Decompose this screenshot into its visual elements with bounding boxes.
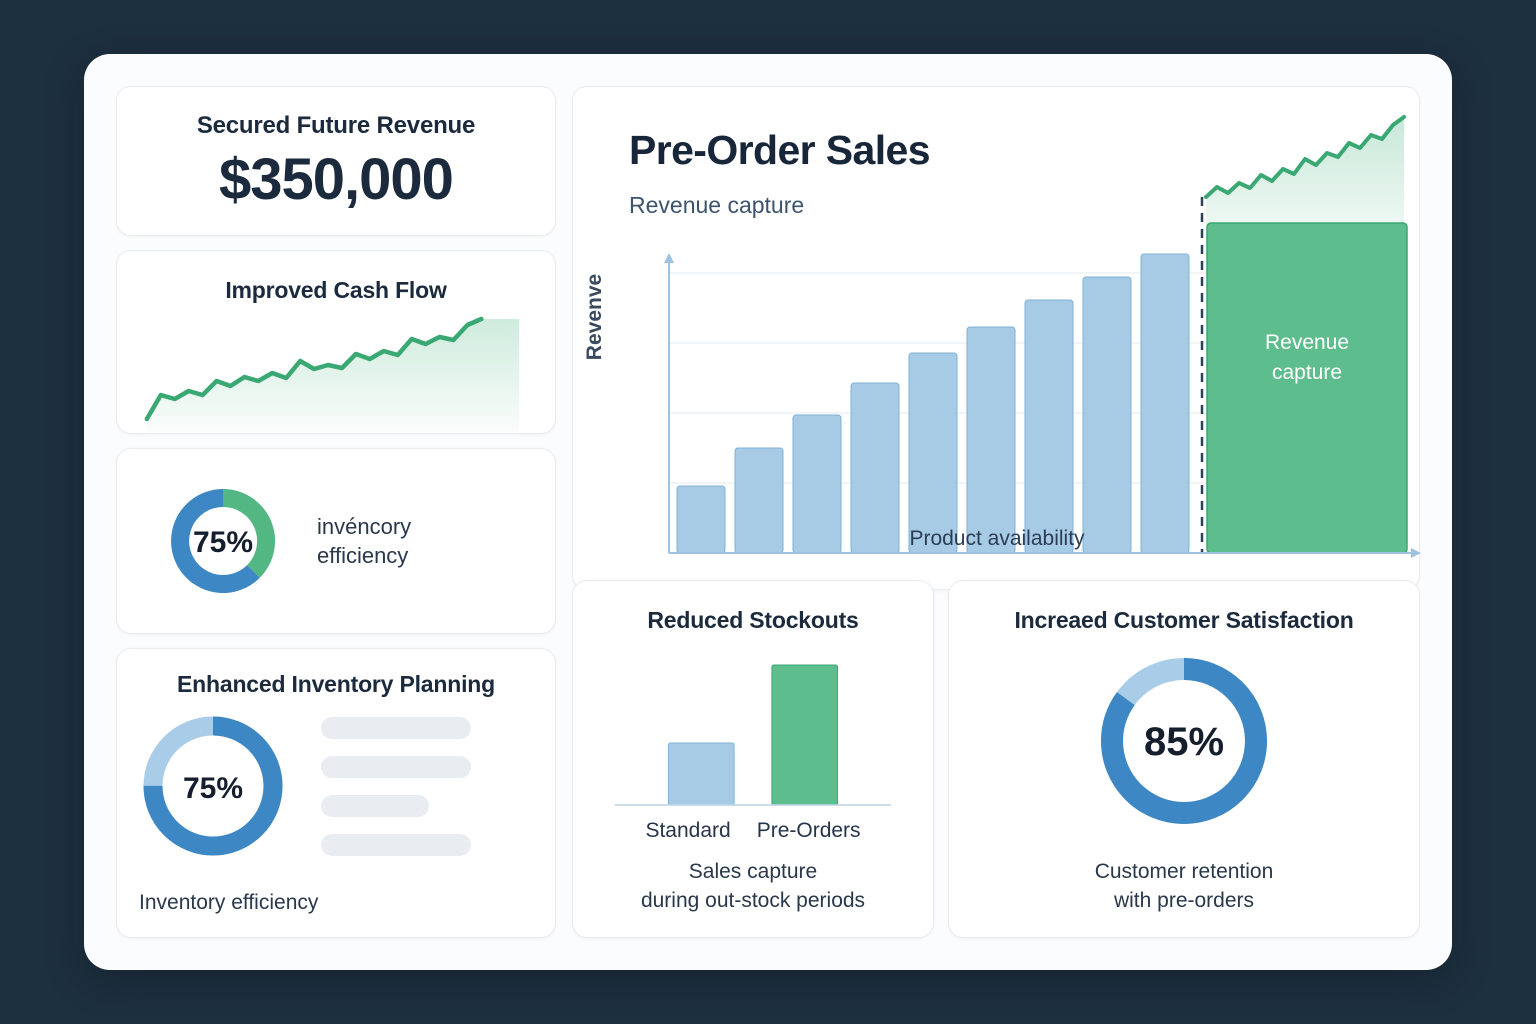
inventory-efficiency-side-label-line2: efficiency xyxy=(317,543,409,568)
satisfaction-title: Increaed Customer Satisfaction xyxy=(1014,607,1354,633)
main-chart-title: Pre-Order Sales xyxy=(629,127,931,173)
skeleton-bar-4 xyxy=(321,833,471,856)
card-improved-cash-flow: Improved Cash Flow xyxy=(116,250,556,434)
satisfaction-donut-progress xyxy=(1101,658,1267,824)
stockouts-category-labels: Standard Pre-Orders xyxy=(573,819,933,843)
stockouts-category-standard: Standard xyxy=(645,819,731,842)
skeleton-bar-2 xyxy=(321,755,471,778)
cash-flow-title: Improved Cash Flow xyxy=(225,277,447,303)
donut-segment-green xyxy=(223,488,276,578)
satisfaction-foot-line2: with pre-orders xyxy=(1113,888,1255,912)
satisfaction-foot-label: Customer retention with pre-orders xyxy=(949,858,1419,915)
cash-flow-area-fill xyxy=(146,319,520,433)
main-chart-subtitle: Revenue capture xyxy=(629,192,805,218)
donut-progress-dark xyxy=(143,716,283,856)
planning-foot-label: Inventory efficiency xyxy=(139,891,319,914)
stockouts-title: Reduced Stockouts xyxy=(647,607,859,633)
stockouts-category-preorders: Pre-Orders xyxy=(756,819,861,842)
planning-percent: 75% xyxy=(183,772,243,805)
inventory-efficiency-percent: 75% xyxy=(193,526,253,559)
skeleton-bar-1 xyxy=(321,716,471,739)
planning-title: Enhanced Inventory Planning xyxy=(177,671,495,697)
card-secured-future-revenue: Secured Future Revenue $350,000 xyxy=(116,86,556,236)
planning-donut-chart: 75% xyxy=(143,716,283,856)
satisfaction-percent: 85% xyxy=(1144,720,1224,764)
stockouts-bar-preorders xyxy=(771,664,839,806)
card-reduced-stockouts: Reduced Stockouts Standard Pre-Orders Sa… xyxy=(572,580,934,938)
card-customer-satisfaction: Increaed Customer Satisfaction 85% Custo… xyxy=(948,580,1420,938)
stockouts-foot-line2: during out-stock periods xyxy=(640,888,866,912)
cash-flow-sparkline-chart xyxy=(117,311,555,433)
stockouts-bar-standard xyxy=(667,742,735,806)
card-pre-order-sales: Pre-Order Sales Revenue capture xyxy=(572,86,1421,590)
donut-segment-blue xyxy=(171,489,260,593)
secured-revenue-value: $350,000 xyxy=(219,147,454,212)
planning-skeleton-list xyxy=(321,716,471,856)
card-inventory-efficiency: 75% invéncory efficiency xyxy=(116,448,556,634)
cash-flow-line xyxy=(144,316,484,422)
stockouts-foot-line1: Sales capture xyxy=(688,860,818,884)
inventory-efficiency-side-label: invéncory efficiency xyxy=(317,512,411,570)
dashboard-panel: Secured Future Revenue $350,000 Improved… xyxy=(84,54,1452,970)
secured-revenue-title: Secured Future Revenue xyxy=(196,112,476,139)
satisfaction-donut-wrap: 85% xyxy=(949,653,1419,829)
inventory-efficiency-donut-chart: 75% xyxy=(171,488,276,593)
card-enhanced-inventory-planning: Enhanced Inventory Planning 75% Inventor… xyxy=(116,648,556,938)
reduced-stockouts-chart xyxy=(573,655,933,815)
inventory-efficiency-side-label-line1: invéncory xyxy=(317,513,412,539)
stockouts-foot-label: Sales capture during out-stock periods xyxy=(573,858,933,915)
customer-satisfaction-donut-chart: 85% xyxy=(1101,658,1267,824)
skeleton-bar-3 xyxy=(321,794,429,817)
satisfaction-foot-line1: Customer retention xyxy=(1094,860,1274,884)
